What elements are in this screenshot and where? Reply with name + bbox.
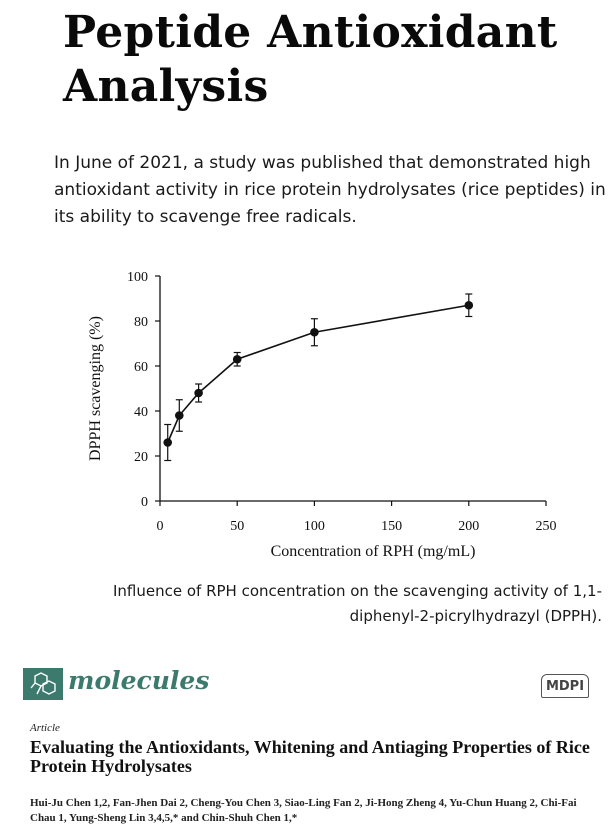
- data-point: [194, 388, 203, 398]
- data-point: [310, 327, 319, 337]
- page-title: Peptide Antioxidant Analysis: [63, 6, 603, 114]
- x-tick-label: 200: [458, 519, 479, 534]
- title-line-2: Analysis: [63, 61, 269, 112]
- y-tick-label: 60: [134, 360, 148, 375]
- x-tick-label: 0: [157, 519, 164, 534]
- dpph-chart: 0 20 40 60 80 100 0 50 100 150 200 250 Concentratio…: [87, 270, 557, 560]
- data-point: [232, 354, 242, 364]
- x-tick-label: 100: [304, 519, 325, 534]
- intro-paragraph: In June of 2021, a study was published t…: [54, 153, 606, 227]
- y-tick-label: 0: [141, 495, 148, 510]
- chart-marks: [163, 293, 474, 462]
- y-tick-label: 20: [134, 450, 148, 465]
- y-tick-label: 40: [134, 405, 148, 420]
- data-point: [163, 438, 173, 447]
- mdpi-logo: MDPI: [541, 674, 589, 698]
- y-tick-label: 80: [134, 315, 148, 330]
- y-tick-label: 100: [127, 270, 148, 285]
- y-axis-label: DPPH scavenging (%): [87, 316, 104, 461]
- data-point: [464, 300, 474, 310]
- x-tick-label: 250: [536, 519, 557, 534]
- article-type: Article: [30, 722, 60, 734]
- molecules-logo-icon: [23, 668, 63, 700]
- x-tick-label: 50: [230, 519, 244, 534]
- x-axis-label: Concentration of RPH (mg/mL): [271, 543, 476, 560]
- title-line-1: Peptide Antioxidant: [63, 7, 558, 58]
- article-title: Evaluating the Antioxidants, Whitening a…: [30, 737, 590, 776]
- data-point: [175, 411, 184, 420]
- x-tick-label: 150: [381, 519, 402, 534]
- chart-axes: 0 20 40 60 80 100 0 50 100 150 200 250: [127, 270, 557, 534]
- series-line: [166, 304, 469, 443]
- journal-name: molecules: [68, 666, 210, 695]
- article-authors: Hui-Ju Chen 1,2, Fan-Jhen Dai 2, Cheng-Y…: [30, 797, 577, 824]
- figure-caption: Influence of RPH concentration on the sc…: [112, 582, 602, 625]
- journal-header: molecules MDPI: [23, 666, 593, 700]
